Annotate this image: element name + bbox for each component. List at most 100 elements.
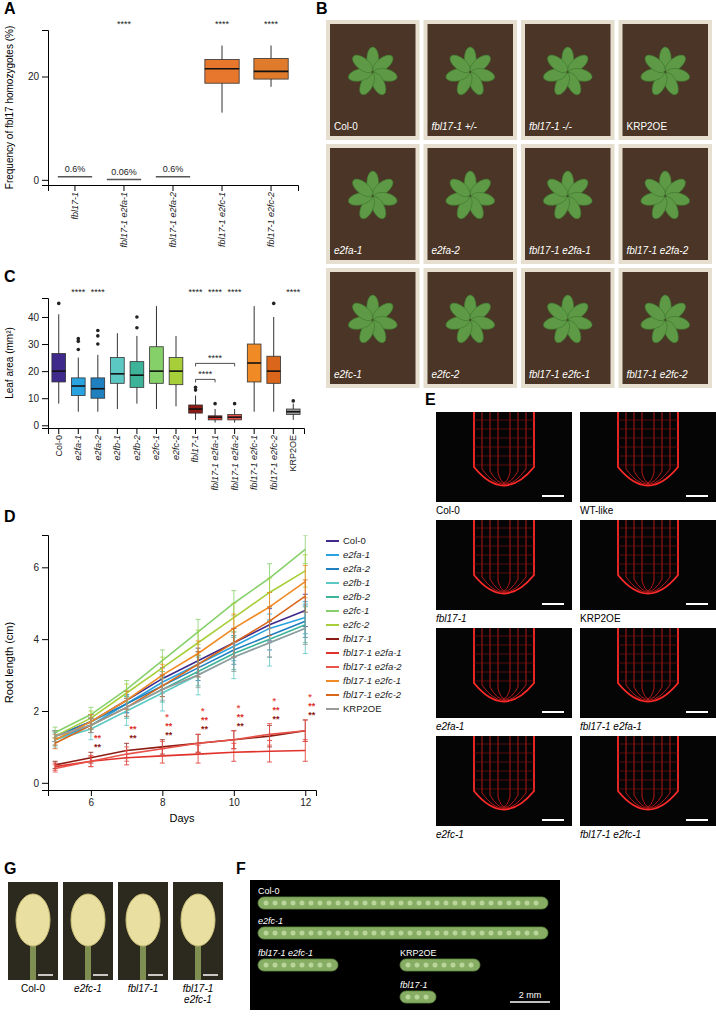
x-axis-tick-mark bbox=[162, 790, 163, 796]
x-tick-label: Col-0 bbox=[54, 435, 64, 457]
plant bbox=[542, 171, 593, 221]
legend-item: fbl17-1 e2fc-1 bbox=[326, 675, 401, 686]
cell-file bbox=[618, 736, 678, 810]
legend-label: e2fa-2 bbox=[343, 563, 371, 574]
significance: ** bbox=[94, 742, 102, 752]
bracket bbox=[196, 363, 235, 366]
y-axis-tick-mark bbox=[42, 398, 48, 399]
photo-bg bbox=[173, 882, 223, 980]
root bbox=[618, 412, 678, 486]
soil bbox=[525, 148, 611, 260]
legend-swatch bbox=[326, 624, 339, 626]
cell-file bbox=[618, 412, 678, 486]
significance: * bbox=[237, 703, 241, 713]
plant bbox=[542, 295, 593, 345]
soil bbox=[623, 272, 709, 384]
x-tick-label: e2fc-1 bbox=[151, 435, 161, 460]
significance: **** bbox=[286, 287, 301, 297]
cell-wall bbox=[618, 447, 678, 448]
photo-bg bbox=[118, 882, 168, 980]
seed bbox=[453, 901, 458, 906]
median bbox=[107, 179, 141, 181]
x-tick-mark bbox=[117, 428, 118, 434]
cell-wall bbox=[618, 429, 678, 430]
box bbox=[169, 358, 183, 385]
y-axis: 020 bbox=[28, 31, 49, 186]
y-axis-line bbox=[42, 536, 49, 791]
soil bbox=[330, 24, 416, 136]
x-axis-tick: 10 bbox=[229, 790, 241, 808]
error-bar bbox=[303, 612, 308, 644]
legend-swatch bbox=[326, 680, 339, 682]
x-tick-label: fbl17-1 e2fa-2 bbox=[168, 192, 178, 248]
seed bbox=[282, 901, 287, 906]
x-axis-tick-mark bbox=[305, 790, 306, 796]
pistil bbox=[16, 894, 50, 946]
soil bbox=[525, 24, 611, 136]
micrograph-label: fbl17-1 e2fc-1 bbox=[580, 829, 641, 840]
box bbox=[71, 378, 85, 396]
x-axis-tick: 8 bbox=[160, 790, 166, 808]
micrograph-label: e2fa-1 bbox=[436, 721, 464, 732]
outlier bbox=[96, 334, 100, 338]
median bbox=[228, 416, 242, 418]
x-tick-label: e2fa-1 bbox=[73, 435, 83, 461]
soil bbox=[428, 148, 514, 260]
seed bbox=[318, 931, 323, 936]
error-bar bbox=[160, 679, 165, 701]
y-axis-tick: 2 bbox=[33, 706, 48, 717]
seed bbox=[489, 931, 494, 936]
stalk bbox=[140, 944, 146, 980]
photo-label: e2fc-1 bbox=[334, 369, 362, 380]
photo-bg bbox=[250, 880, 560, 1010]
significance: ** bbox=[273, 705, 281, 715]
seed bbox=[372, 901, 377, 906]
cell-wall bbox=[618, 573, 678, 574]
significance: **** bbox=[208, 287, 223, 297]
stalk bbox=[85, 944, 91, 980]
y-axis-line bbox=[42, 31, 49, 186]
micrograph-bg bbox=[580, 520, 716, 610]
median bbox=[130, 374, 144, 376]
box bbox=[286, 409, 300, 414]
pot bbox=[521, 268, 615, 388]
photo-label: fbl17-1 e2fc-2 bbox=[627, 369, 689, 380]
y-axis-title: Root length (cm) bbox=[3, 622, 15, 703]
cell-wall bbox=[474, 663, 534, 664]
box bbox=[52, 354, 66, 382]
series-line bbox=[55, 549, 305, 732]
seed bbox=[426, 901, 431, 906]
soil bbox=[330, 272, 416, 384]
error-bar bbox=[267, 628, 272, 657]
x-tick-label: e2fb-1 bbox=[112, 435, 122, 461]
line-chart: 0246681012Root length (cm)Days**********… bbox=[3, 535, 402, 824]
cell-wall bbox=[618, 771, 678, 772]
seed bbox=[282, 963, 287, 968]
x-tick-label: e2fa-2 bbox=[93, 435, 103, 461]
stalk bbox=[195, 944, 201, 980]
outlier bbox=[76, 348, 80, 352]
cell-wall bbox=[474, 465, 534, 466]
cell-file bbox=[626, 412, 670, 485]
outlier bbox=[233, 402, 237, 406]
legend-swatch bbox=[326, 708, 339, 710]
cell-wall bbox=[618, 420, 678, 421]
seed bbox=[291, 931, 296, 936]
photo-label: e2fc-2 bbox=[432, 369, 460, 380]
figure: A020fbl17-1fbl17-1 e2fa-1fbl17-1 e2fa-2f… bbox=[0, 0, 716, 1017]
root bbox=[474, 628, 534, 702]
root bbox=[474, 412, 534, 486]
box bbox=[58, 176, 92, 177]
photo-tile: fbl17-1 e2fc-1 bbox=[521, 268, 615, 388]
x-tick-mark bbox=[234, 428, 235, 434]
x-tick: e2fc-1 bbox=[151, 428, 161, 460]
pistil bbox=[71, 894, 105, 946]
cell-file bbox=[490, 412, 518, 484]
legend-label: fbl17-1 e2fc-2 bbox=[343, 689, 402, 700]
legend-item: Col-0 bbox=[326, 535, 366, 546]
photo-bg bbox=[63, 882, 113, 980]
cell-wall bbox=[618, 672, 678, 673]
legend-swatch bbox=[326, 540, 339, 542]
x-tick: e2fa-1 bbox=[73, 428, 83, 461]
x-tick-mark bbox=[271, 185, 272, 191]
